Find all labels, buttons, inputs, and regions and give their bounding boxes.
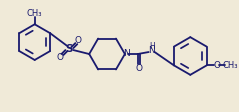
Text: CH₃: CH₃ <box>27 9 43 18</box>
Text: N: N <box>148 46 155 55</box>
Text: O: O <box>135 64 142 73</box>
Text: H: H <box>149 42 155 51</box>
Text: CH₃: CH₃ <box>223 61 238 70</box>
Text: O: O <box>57 54 64 62</box>
Text: N: N <box>124 48 130 58</box>
Text: S: S <box>66 44 73 54</box>
Text: O: O <box>213 61 220 70</box>
Text: O: O <box>75 36 82 45</box>
